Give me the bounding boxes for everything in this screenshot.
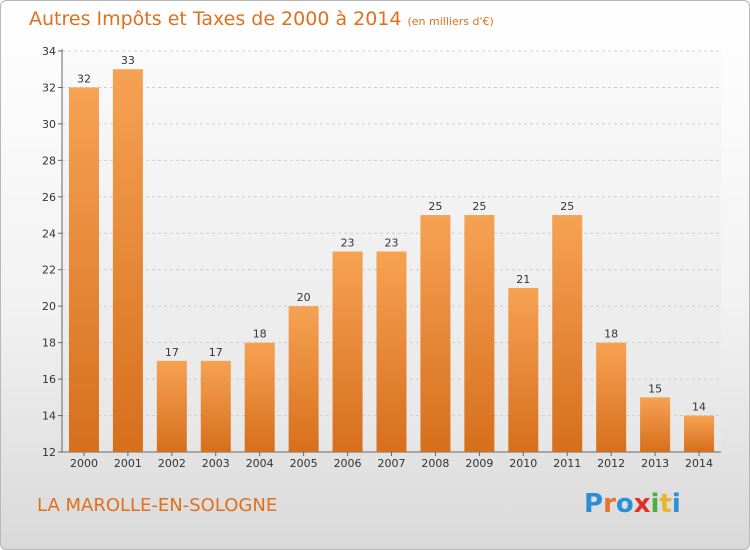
logo-letter: i xyxy=(650,489,660,519)
logo-letter: x xyxy=(633,489,651,519)
bar xyxy=(552,215,583,452)
bar xyxy=(244,342,275,452)
bar-value-label: 17 xyxy=(209,346,223,359)
x-tick-label: 2007 xyxy=(378,457,406,470)
bar xyxy=(420,215,451,452)
logo-letter: P xyxy=(584,489,604,519)
bar-value-label: 32 xyxy=(77,72,91,85)
y-tick-label: 18 xyxy=(42,337,56,350)
y-tick-label: 34 xyxy=(42,45,56,58)
x-tick-label: 2008 xyxy=(421,457,449,470)
y-tick-label: 32 xyxy=(42,81,56,94)
bar xyxy=(332,251,363,452)
y-tick-label: 16 xyxy=(42,373,56,386)
bar-value-label: 23 xyxy=(341,237,355,250)
bar-value-label: 15 xyxy=(648,382,662,395)
bar-value-label: 14 xyxy=(692,401,706,414)
bar xyxy=(288,306,319,452)
bar xyxy=(200,360,231,452)
x-tick-label: 2001 xyxy=(114,457,142,470)
logo-letter: o xyxy=(615,489,634,519)
y-tick-label: 20 xyxy=(42,300,56,313)
bar-value-label: 33 xyxy=(121,54,135,67)
bar-value-label: 25 xyxy=(560,200,574,213)
bar xyxy=(68,87,99,453)
y-tick-label: 28 xyxy=(42,154,56,167)
bar xyxy=(376,251,407,452)
chart-subtitle: (en milliers d'€) xyxy=(407,15,494,28)
bar xyxy=(112,69,143,453)
bar-value-label: 25 xyxy=(428,200,442,213)
title-text: Autres Impôts et Taxes de 2000 à 2014 xyxy=(29,8,402,30)
logo-letter: i xyxy=(671,489,681,519)
x-tick-label: 2004 xyxy=(246,457,274,470)
x-tick-label: 2014 xyxy=(685,457,713,470)
bar xyxy=(508,287,539,452)
y-tick-label: 24 xyxy=(42,227,56,240)
bar-value-label: 21 xyxy=(516,273,530,286)
bar-value-label: 18 xyxy=(253,328,267,341)
chart-title: Autres Impôts et Taxes de 2000 à 2014 (en… xyxy=(29,8,494,30)
y-tick-label: 14 xyxy=(42,410,56,423)
bar xyxy=(156,360,187,452)
commune-name: LA MAROLLE-EN-SOLOGNE xyxy=(37,495,278,516)
x-tick-label: 2005 xyxy=(290,457,318,470)
x-tick-label: 2009 xyxy=(465,457,493,470)
bar xyxy=(640,397,671,452)
bar-value-label: 25 xyxy=(472,200,486,213)
y-tick-label: 12 xyxy=(42,446,56,459)
bar xyxy=(464,215,495,452)
x-tick-label: 2003 xyxy=(202,457,230,470)
x-tick-label: 2002 xyxy=(158,457,186,470)
logo-letter: r xyxy=(603,489,616,519)
x-tick-label: 2006 xyxy=(334,457,362,470)
x-tick-label: 2012 xyxy=(597,457,625,470)
bar-value-label: 23 xyxy=(385,237,399,250)
bar-value-label: 17 xyxy=(165,346,179,359)
x-tick-label: 2000 xyxy=(70,457,98,470)
bar xyxy=(684,415,715,452)
x-tick-label: 2011 xyxy=(553,457,581,470)
logo-letter: t xyxy=(659,489,672,519)
bar-value-label: 18 xyxy=(604,328,618,341)
y-tick-label: 26 xyxy=(42,191,56,204)
y-tick-label: 30 xyxy=(42,118,56,131)
x-tick-label: 2013 xyxy=(641,457,669,470)
proxiti-logo: Proxiti xyxy=(584,489,681,519)
x-tick-label: 2010 xyxy=(509,457,537,470)
bar-value-label: 20 xyxy=(297,291,311,304)
bar xyxy=(596,342,627,452)
y-tick-label: 22 xyxy=(42,264,56,277)
